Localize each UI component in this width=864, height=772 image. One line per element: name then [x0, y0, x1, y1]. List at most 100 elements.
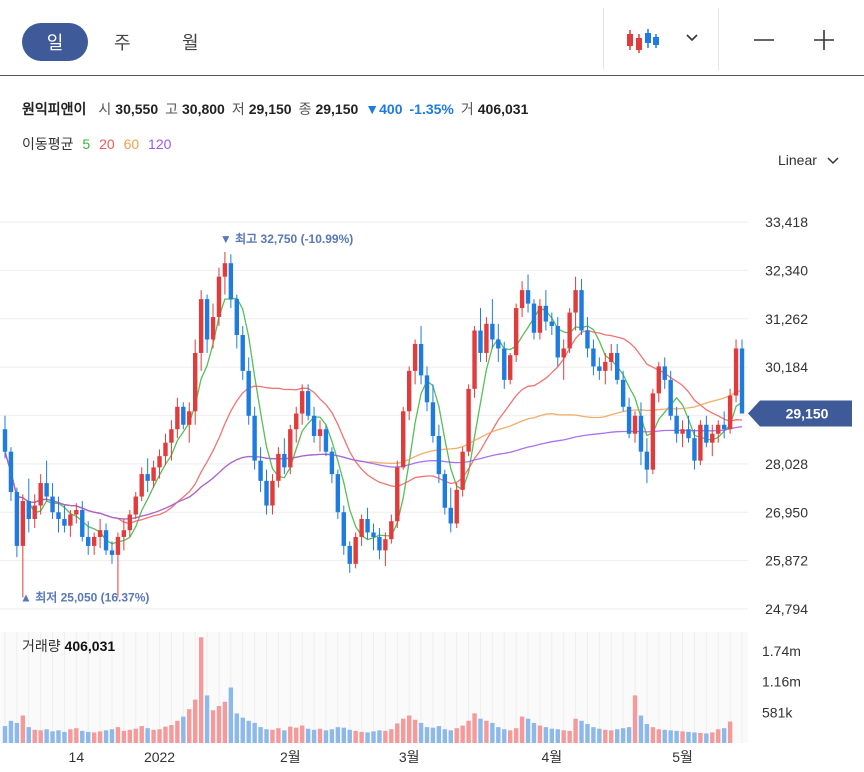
candle-body — [14, 492, 20, 546]
candle-body — [401, 411, 406, 468]
volume-bar — [377, 730, 382, 743]
candle — [50, 483, 55, 519]
ma-line-5 — [4, 297, 743, 545]
volume-bar — [537, 725, 543, 743]
candle — [365, 507, 370, 540]
volume-bar — [305, 728, 311, 743]
candle — [26, 478, 31, 533]
plus-icon[interactable] — [810, 26, 838, 54]
candle-body — [109, 550, 115, 555]
minus-icon[interactable] — [750, 26, 778, 54]
candle-body — [222, 263, 228, 277]
candle — [294, 406, 299, 443]
volume-bar — [347, 729, 352, 743]
ma-20[interactable]: 20 — [99, 136, 115, 152]
period-week-tab[interactable]: 주 — [114, 33, 131, 53]
candlestick-icon[interactable] — [626, 28, 660, 54]
candle-body — [38, 483, 43, 506]
candle-body — [620, 379, 626, 407]
candle-body — [662, 366, 667, 380]
candle — [668, 370, 673, 421]
volume-bar — [169, 725, 174, 743]
candle-body — [192, 352, 198, 412]
candle — [347, 541, 352, 573]
volume-bar — [626, 727, 632, 743]
candle — [2, 415, 8, 459]
volume-bar — [62, 731, 67, 743]
candle-body — [163, 442, 168, 457]
volume-bar — [567, 730, 572, 743]
candle-body — [258, 460, 263, 481]
x-tick-label: 4월 — [541, 749, 562, 765]
volume-bar — [353, 730, 358, 743]
volume-bar — [710, 732, 715, 743]
close-value: 29,150 — [315, 101, 359, 117]
candle — [264, 469, 269, 515]
candle-body — [508, 355, 513, 380]
volume-bar — [44, 729, 49, 743]
chevron-down-icon — [827, 157, 839, 165]
candle-body — [86, 536, 91, 546]
period-month-tab[interactable]: 월 — [182, 33, 199, 53]
volume-value: 406,031 — [477, 101, 529, 117]
scale-mode-dropdown[interactable]: Linear — [778, 152, 841, 168]
volume-bar — [686, 731, 691, 743]
candle — [472, 326, 477, 398]
candle — [454, 483, 459, 528]
candle — [733, 339, 739, 403]
ma-5[interactable]: 5 — [82, 136, 91, 152]
candle — [91, 532, 97, 555]
volume-bar — [14, 722, 20, 743]
y-tick-label: 25,872 — [765, 553, 808, 569]
volume-bar — [656, 729, 661, 743]
candle-body — [733, 348, 739, 396]
candle-body — [692, 438, 697, 461]
candle — [597, 357, 602, 380]
volume-bar — [270, 729, 275, 743]
candle-body — [175, 406, 180, 430]
candle-body — [359, 518, 364, 537]
candle-body — [157, 456, 162, 468]
volume-bar — [716, 729, 721, 743]
candle-body — [252, 415, 257, 461]
candle — [359, 514, 364, 546]
candle-body — [555, 326, 560, 358]
candle-body — [567, 312, 572, 349]
candle-body — [103, 530, 109, 551]
candle-body — [347, 545, 352, 564]
volume-bar — [674, 730, 679, 743]
volume-bar — [341, 727, 346, 743]
current-price-tag — [748, 400, 852, 427]
volume-bar — [389, 729, 394, 743]
y-tick-label: 28,028 — [765, 456, 808, 472]
candle — [210, 303, 216, 349]
ma-60[interactable]: 60 — [123, 136, 140, 152]
volume-bar — [56, 730, 61, 743]
ma-120[interactable]: 120 — [148, 136, 172, 152]
volume-bar — [668, 730, 673, 743]
volume-bar — [311, 729, 317, 743]
candle — [561, 339, 566, 380]
chevron-down-icon[interactable] — [684, 30, 700, 46]
period-day-button[interactable]: 일 — [22, 23, 88, 61]
volume-bar — [210, 710, 216, 743]
candle-body — [698, 424, 703, 461]
candle-body — [680, 429, 685, 434]
y-tick-label: 24,794 — [765, 601, 808, 617]
candle-body — [561, 348, 566, 358]
candle-body — [739, 348, 745, 414]
volume-bar — [585, 723, 590, 743]
ma-label: 이동평균 — [22, 136, 74, 152]
volume-bar — [412, 719, 418, 743]
candle — [109, 541, 115, 564]
volume-bar — [371, 731, 376, 743]
candle-body — [8, 451, 14, 493]
candle — [80, 501, 85, 542]
candle-body — [412, 343, 418, 371]
candle — [721, 411, 727, 439]
candle — [632, 411, 638, 443]
volume-bar — [638, 715, 644, 743]
volume-bar — [401, 718, 406, 743]
candle-body — [721, 424, 727, 430]
